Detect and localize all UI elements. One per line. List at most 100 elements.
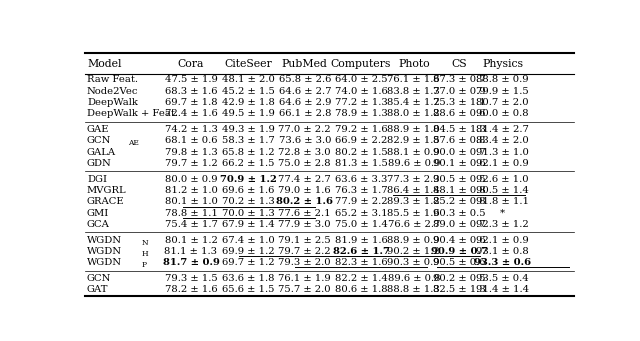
Text: 72.4 ± 1.6: 72.4 ± 1.6 [164, 109, 218, 118]
Text: 83.8 ± 1.3: 83.8 ± 1.3 [387, 87, 440, 95]
Text: 92.1 ± 0.9: 92.1 ± 0.9 [476, 159, 529, 168]
Text: 66.2 ± 1.5: 66.2 ± 1.5 [222, 159, 275, 168]
Text: 76.3 ± 1.7: 76.3 ± 1.7 [335, 186, 387, 195]
Text: 64.6 ± 2.9: 64.6 ± 2.9 [278, 98, 331, 107]
Text: WGDN: WGDN [87, 236, 122, 245]
Text: PubMed: PubMed [282, 59, 328, 69]
Text: CS: CS [451, 59, 467, 69]
Text: 90.5 ± 0.5: 90.5 ± 0.5 [433, 175, 486, 184]
Text: GCA: GCA [87, 220, 110, 229]
Text: N: N [141, 239, 148, 247]
Text: 78.2 ± 1.6: 78.2 ± 1.6 [164, 285, 218, 295]
Text: Node2Vec: Node2Vec [87, 87, 138, 95]
Text: 79.3 ± 1.5: 79.3 ± 1.5 [164, 274, 218, 283]
Text: 81.9 ± 1.6: 81.9 ± 1.6 [335, 236, 387, 245]
Text: MVGRL: MVGRL [87, 186, 127, 195]
Text: 91.3 ± 1.0: 91.3 ± 1.0 [476, 148, 529, 157]
Text: 90.0 ± 0.7: 90.0 ± 0.7 [433, 148, 486, 157]
Text: 68.3 ± 1.6: 68.3 ± 1.6 [164, 87, 217, 95]
Text: 63.6 ± 1.8: 63.6 ± 1.8 [222, 274, 275, 283]
Text: Model: Model [88, 59, 122, 69]
Text: 85.5 ± 1.6: 85.5 ± 1.6 [387, 209, 440, 218]
Text: 58.3 ± 1.7: 58.3 ± 1.7 [222, 136, 275, 145]
Text: 84.5 ± 1.3: 84.5 ± 1.3 [433, 125, 486, 134]
Text: 82.2 ± 1.4: 82.2 ± 1.4 [335, 274, 387, 283]
Text: 90.5 ± 1.4: 90.5 ± 1.4 [476, 186, 529, 195]
Text: 64.0 ± 2.5: 64.0 ± 2.5 [335, 75, 387, 84]
Text: 88.8 ± 0.9: 88.8 ± 0.9 [476, 75, 529, 84]
Text: Computers: Computers [331, 59, 391, 69]
Text: 90.2 ± 1.2: 90.2 ± 1.2 [387, 247, 440, 256]
Text: 80.7 ± 2.0: 80.7 ± 2.0 [476, 98, 529, 107]
Text: GAE: GAE [87, 125, 109, 134]
Text: 74.2 ± 1.3: 74.2 ± 1.3 [164, 125, 218, 134]
Text: 90.3 ± 0.9: 90.3 ± 0.9 [387, 258, 440, 267]
Text: 77.9 ± 3.0: 77.9 ± 3.0 [278, 220, 331, 229]
Text: GRACE: GRACE [87, 197, 125, 206]
Text: 89.0 ± 0.7: 89.0 ± 0.7 [433, 220, 486, 229]
Text: 63.6 ± 3.3: 63.6 ± 3.3 [335, 175, 387, 184]
Text: 79.1 ± 2.5: 79.1 ± 2.5 [278, 236, 331, 245]
Text: 77.0 ± 2.2: 77.0 ± 2.2 [278, 125, 331, 134]
Text: 79.7 ± 2.2: 79.7 ± 2.2 [278, 247, 331, 256]
Text: 88.1 ± 0.9: 88.1 ± 0.9 [387, 148, 440, 157]
Text: 45.2 ± 1.5: 45.2 ± 1.5 [222, 87, 275, 95]
Text: 74.0 ± 1.6: 74.0 ± 1.6 [335, 87, 387, 95]
Text: Photo: Photo [398, 59, 429, 69]
Text: 76.1 ± 1.9: 76.1 ± 1.9 [278, 274, 331, 283]
Text: 69.6 ± 1.6: 69.6 ± 1.6 [223, 186, 275, 195]
Text: 92.1 ± 0.9: 92.1 ± 0.9 [476, 236, 529, 245]
Text: 78.9 ± 1.3: 78.9 ± 1.3 [335, 109, 387, 118]
Text: 88.1 ± 0.8: 88.1 ± 0.8 [433, 186, 486, 195]
Text: 79.3 ± 2.0: 79.3 ± 2.0 [278, 258, 331, 267]
Text: GCN: GCN [87, 274, 111, 283]
Text: 89.3 ± 1.2: 89.3 ± 1.2 [387, 197, 440, 206]
Text: 89.6 ± 0.8: 89.6 ± 0.8 [387, 274, 440, 283]
Text: 80.0 ± 0.9: 80.0 ± 0.9 [164, 175, 218, 184]
Text: 81.4 ± 2.7: 81.4 ± 2.7 [476, 125, 529, 134]
Text: 75.3 ± 1.1: 75.3 ± 1.1 [433, 98, 486, 107]
Text: 80.6 ± 1.8: 80.6 ± 1.8 [335, 285, 387, 295]
Text: 66.1 ± 2.8: 66.1 ± 2.8 [278, 109, 331, 118]
Text: 80.2 ± 1.5: 80.2 ± 1.5 [335, 148, 387, 157]
Text: 49.3 ± 1.9: 49.3 ± 1.9 [222, 125, 275, 134]
Text: GALA: GALA [87, 148, 116, 157]
Text: 82.3 ± 1.6: 82.3 ± 1.6 [335, 258, 387, 267]
Text: 81.1 ± 1.3: 81.1 ± 1.3 [164, 247, 218, 256]
Text: 91.8 ± 1.1: 91.8 ± 1.1 [476, 197, 529, 206]
Text: 69.7 ± 1.8: 69.7 ± 1.8 [164, 98, 218, 107]
Text: 91.4 ± 1.4: 91.4 ± 1.4 [476, 285, 529, 295]
Text: 68.1 ± 0.6: 68.1 ± 0.6 [164, 136, 217, 145]
Text: 81.7 ± 0.9: 81.7 ± 0.9 [163, 258, 220, 267]
Text: 75.4 ± 1.7: 75.4 ± 1.7 [164, 220, 218, 229]
Text: 47.5 ± 1.9: 47.5 ± 1.9 [164, 75, 218, 84]
Text: 79.9 ± 1.5: 79.9 ± 1.5 [476, 87, 529, 95]
Text: 88.6 ± 0.6: 88.6 ± 0.6 [433, 109, 485, 118]
Text: 90.4 ± 0.6: 90.4 ± 0.6 [433, 236, 486, 245]
Text: 92.3 ± 1.2: 92.3 ± 1.2 [476, 220, 529, 229]
Text: 90.2 ± 0.5: 90.2 ± 0.5 [433, 274, 486, 283]
Text: 93.5 ± 0.4: 93.5 ± 0.4 [476, 274, 529, 283]
Text: 67.9 ± 1.4: 67.9 ± 1.4 [222, 220, 275, 229]
Text: GAT: GAT [87, 285, 108, 295]
Text: 76.1 ± 1.6: 76.1 ± 1.6 [387, 75, 440, 84]
Text: Physics: Physics [482, 59, 523, 69]
Text: 69.9 ± 1.2: 69.9 ± 1.2 [222, 247, 275, 256]
Text: 90.0 ± 0.8: 90.0 ± 0.8 [476, 109, 529, 118]
Text: 85.2 ± 0.8: 85.2 ± 0.8 [433, 197, 486, 206]
Text: 88.8 ± 1.3: 88.8 ± 1.3 [387, 285, 440, 295]
Text: 75.7 ± 2.0: 75.7 ± 2.0 [278, 285, 331, 295]
Text: 85.4 ± 1.2: 85.4 ± 1.2 [387, 98, 440, 107]
Text: CiteSeer: CiteSeer [225, 59, 273, 69]
Text: 77.0 ± 0.9: 77.0 ± 0.9 [433, 87, 486, 95]
Text: 79.0 ± 1.6: 79.0 ± 1.6 [278, 186, 331, 195]
Text: 70.9 ± 1.2: 70.9 ± 1.2 [220, 175, 277, 184]
Text: 78.8 ± 1.1: 78.8 ± 1.1 [164, 209, 218, 218]
Text: 80.2 ± 1.6: 80.2 ± 1.6 [276, 197, 333, 206]
Text: 67.4 ± 1.0: 67.4 ± 1.0 [222, 236, 275, 245]
Text: 70.0 ± 1.3: 70.0 ± 1.3 [222, 209, 275, 218]
Text: 65.2 ± 3.1: 65.2 ± 3.1 [335, 209, 387, 218]
Text: 82.9 ± 1.5: 82.9 ± 1.5 [387, 136, 440, 145]
Text: 77.6 ± 2.1: 77.6 ± 2.1 [278, 209, 331, 218]
Text: *: * [500, 209, 505, 218]
